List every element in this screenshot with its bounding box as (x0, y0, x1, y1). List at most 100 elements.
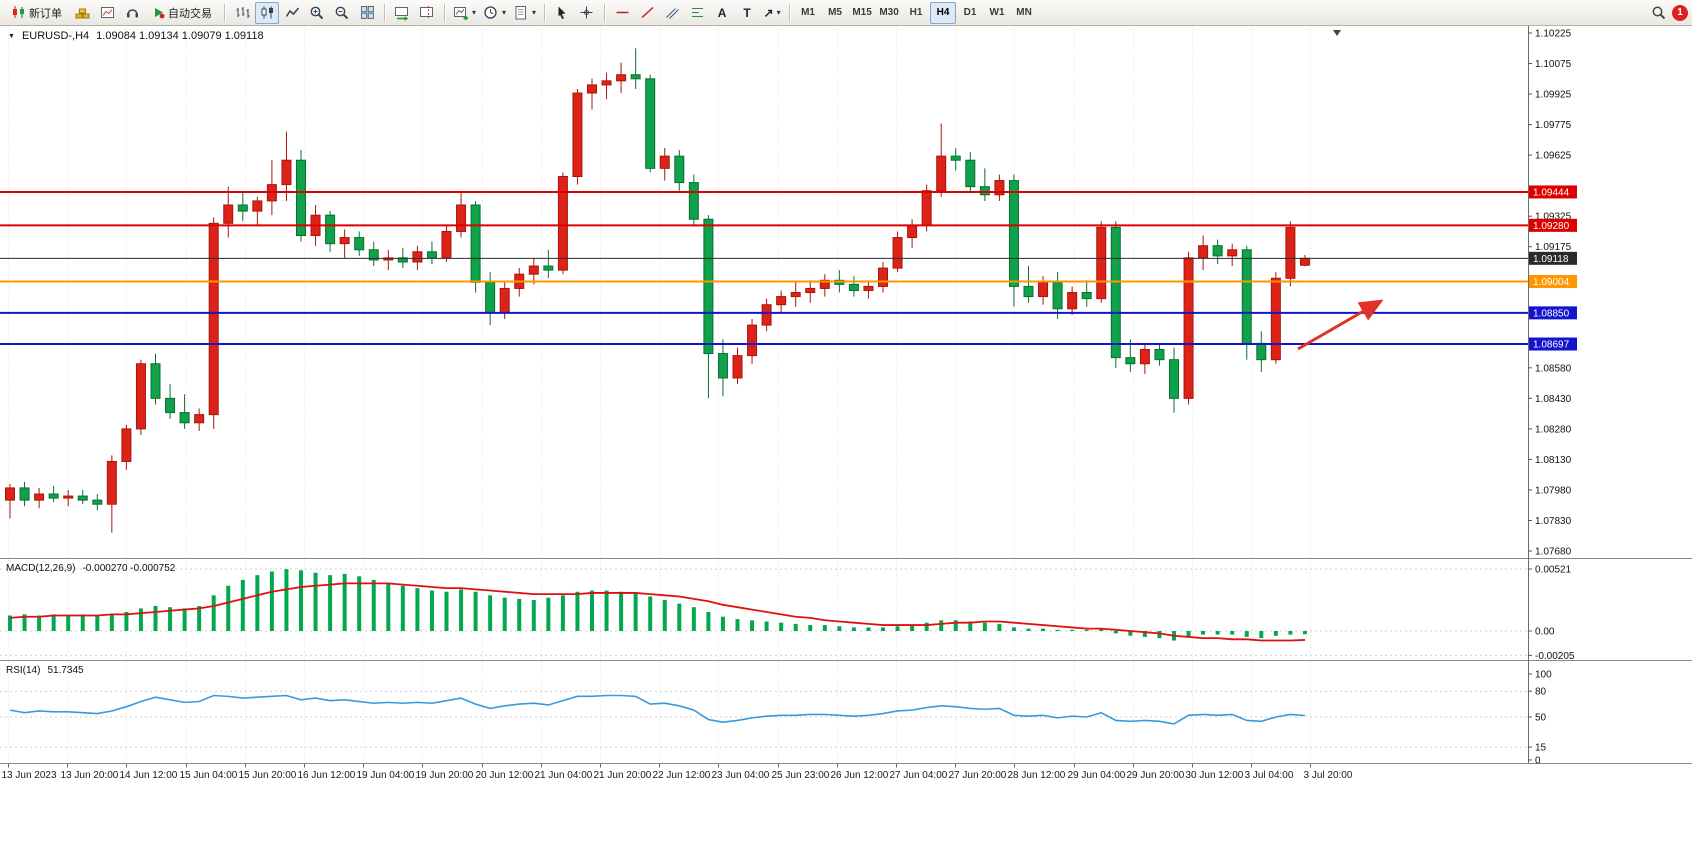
search-button[interactable] (1647, 2, 1671, 24)
chart-ohlc-readout: 1.09084 1.09134 1.09079 1.09118 (96, 30, 264, 42)
timeframe-d1-button[interactable]: D1 (957, 2, 983, 24)
candle (1067, 286, 1078, 315)
text-tool-button[interactable]: A (710, 2, 734, 24)
time-axis-label: 14 Jun 12:00 (120, 770, 178, 781)
price-axis-label: 1.08280 (1535, 424, 1572, 435)
timeframe-m5-button[interactable]: M5 (822, 2, 848, 24)
candle (1212, 239, 1223, 265)
candle (805, 280, 816, 303)
timeframe-w1-button[interactable]: W1 (984, 2, 1010, 24)
fibonacci-icon (691, 8, 703, 17)
label-tool-button[interactable]: T (735, 2, 759, 24)
candle (77, 489, 88, 505)
candle (1198, 235, 1209, 271)
price-label-text: 1.09118 (1533, 254, 1569, 265)
candle (747, 318, 758, 364)
candlestick-chart-type-button[interactable] (255, 1, 279, 24)
timeframe-h4-button[interactable]: H4 (930, 1, 957, 24)
rsi-axis-label: 0 (1535, 756, 1541, 767)
tile-windows-button[interactable] (355, 2, 379, 24)
time-axis-label: 20 Jun 12:00 (476, 770, 534, 781)
channel-tool-button[interactable] (660, 2, 684, 24)
candle (135, 359, 146, 435)
time-axis-label: 30 Jun 12:00 (1186, 770, 1244, 781)
rsi-axis-label: 15 (1535, 743, 1547, 754)
bar-chart-icon (236, 7, 249, 18)
crosshair-button[interactable] (575, 2, 599, 24)
price-label-box (1529, 218, 1577, 232)
notification-badge[interactable]: 1 (1672, 4, 1688, 21)
chart-canvas[interactable]: 13 Jun 2023 13 Jun 20:00 14 Jun 12:00 15 Ju… (0, 26, 1692, 849)
candle (92, 494, 103, 511)
candle (1096, 221, 1107, 303)
candle (776, 290, 787, 313)
gold-bars-icon (75, 8, 89, 19)
trend-arrow-annotation[interactable] (1297, 299, 1384, 351)
autotrading-button[interactable]: 自动交易 (145, 2, 219, 24)
autotrading-label: 自动交易 (168, 7, 212, 20)
candle (659, 148, 670, 181)
chart-window: 13 Jun 2023 13 Jun 20:00 14 Jun 12:00 15 Ju… (0, 26, 1692, 849)
candle (572, 88, 583, 185)
line-chart-type-button[interactable] (280, 2, 304, 24)
candle (1183, 251, 1194, 405)
time-axis-label: 25 Jun 23:00 (772, 770, 830, 781)
candle (34, 487, 45, 509)
timeframe-mn-button[interactable]: MN (1011, 2, 1037, 24)
candle (1256, 331, 1267, 372)
customer-service-button[interactable] (120, 2, 144, 24)
horizontal-line-tool-button[interactable] (610, 2, 634, 24)
candle (863, 280, 874, 299)
toolbar-separator (789, 3, 791, 22)
candle (1299, 255, 1310, 267)
candle (761, 298, 772, 332)
timeframe-m1-button[interactable]: M1 (795, 2, 821, 24)
price-label-box (1529, 185, 1577, 199)
timeframe-m15-button[interactable]: M15 (849, 2, 875, 24)
rsi-axis-label: 50 (1535, 713, 1547, 724)
candle (979, 168, 990, 201)
price-label-text: 1.09004 (1533, 277, 1570, 288)
chevron-down-icon: ▾ (502, 8, 507, 17)
price-label-box (1529, 275, 1577, 289)
arrows-tool-button[interactable]: ↗ ▾ (760, 2, 784, 24)
time-axis-label: 21 Jun 20:00 (594, 770, 652, 781)
auto-scroll-button[interactable] (390, 2, 414, 24)
zoom-out-button[interactable] (330, 2, 354, 24)
candle (179, 394, 190, 429)
candle (456, 190, 467, 238)
fibonacci-tool-button[interactable] (685, 2, 709, 24)
bar-chart-type-button[interactable] (230, 2, 254, 24)
new-chart-button[interactable]: ▾ (450, 2, 479, 24)
trendline-tool-button[interactable] (635, 2, 659, 24)
chart-menu-icon[interactable]: ▼ (8, 33, 15, 40)
periods-button[interactable]: ▾ (480, 2, 509, 24)
timeframe-h1-button[interactable]: H1 (903, 2, 929, 24)
candle (630, 48, 641, 89)
rsi-axis-label: 80 (1535, 687, 1547, 698)
gold-bars-button[interactable] (70, 2, 94, 24)
candle (121, 424, 132, 470)
template-icon (515, 5, 527, 19)
time-axis-label: 26 Jun 12:00 (831, 770, 889, 781)
candle (1110, 221, 1121, 368)
candle (1285, 221, 1296, 287)
candle (674, 150, 685, 191)
candle (1270, 272, 1281, 364)
time-axis-label: 19 Jun 20:00 (416, 770, 474, 781)
price-axis-label: 1.10225 (1535, 29, 1572, 40)
zoom-in-button[interactable] (305, 2, 329, 24)
candle (48, 485, 59, 503)
new-order-button[interactable]: 新订单 (4, 2, 69, 24)
templates-button[interactable]: ▾ (510, 2, 539, 24)
candle (1154, 343, 1165, 366)
price-axis-label: 1.09325 (1535, 212, 1572, 223)
reports-window-button[interactable] (95, 2, 119, 24)
candle (383, 249, 394, 271)
timeframe-m30-button[interactable]: M30 (876, 2, 902, 24)
candle (878, 261, 888, 293)
candle (470, 200, 481, 293)
cursor-button[interactable] (550, 2, 574, 24)
price-axis-label: 1.09775 (1535, 120, 1572, 131)
chart-shift-button[interactable] (415, 2, 439, 24)
